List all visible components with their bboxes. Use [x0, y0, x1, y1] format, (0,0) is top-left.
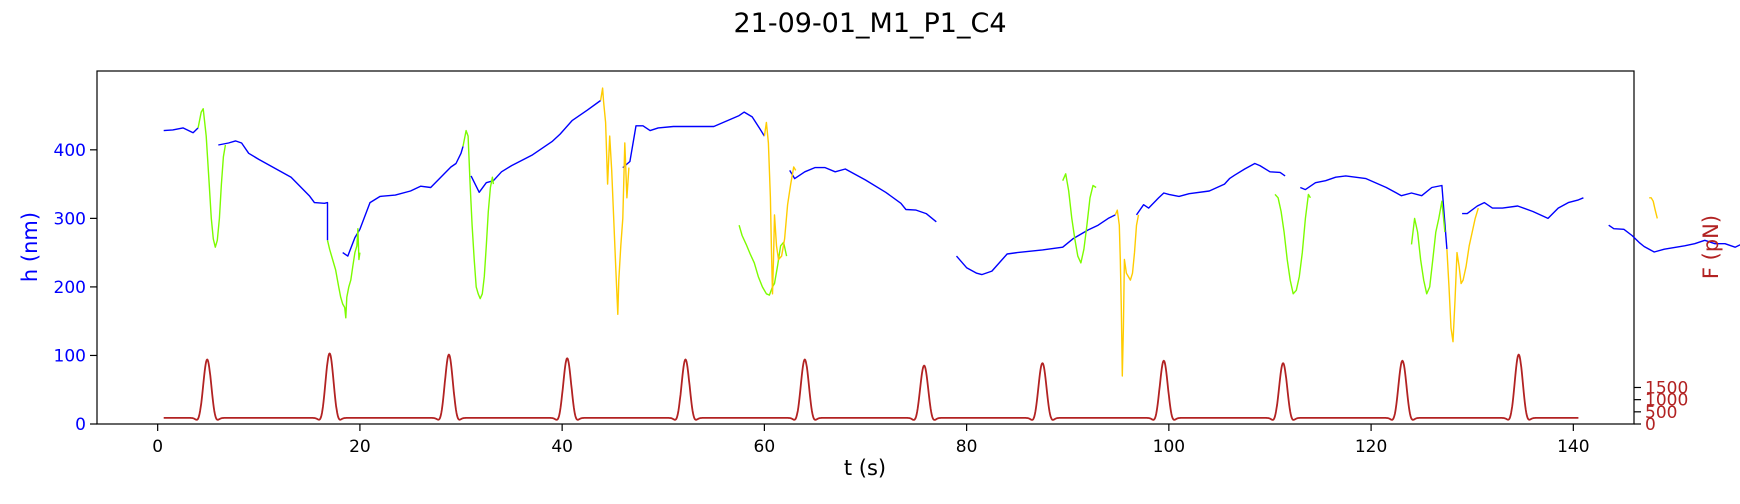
y-left-tick-label: 200	[54, 278, 86, 298]
y-axis-left: 0 100 200 300 400	[54, 141, 97, 435]
height-line-blue	[163, 127, 199, 134]
height-line-blue	[1135, 162, 1286, 216]
plot-frame	[96, 70, 1635, 425]
height-line-blue	[218, 140, 329, 241]
height-line-gold	[1446, 207, 1479, 343]
force-line	[163, 352, 1579, 421]
y-left-tick-label: 100	[54, 346, 86, 366]
x-axis-label: t (s)	[844, 456, 886, 480]
height-line-green	[197, 107, 227, 248]
height-line-gold	[1114, 209, 1140, 377]
height-line-green	[1410, 200, 1446, 295]
x-tick-label: 40	[551, 437, 573, 457]
height-line-green	[462, 129, 495, 300]
x-tick-label: 140	[1557, 437, 1589, 457]
x-tick-label: 20	[349, 437, 371, 457]
x-axis: 0 20 40 60 80 100 120 140	[152, 424, 1590, 457]
force-series	[163, 352, 1579, 421]
chart-title: 21-09-01_M1_P1_C4	[733, 8, 1006, 39]
y-right-tick-label: 500	[1645, 403, 1677, 423]
height-line-blue	[1462, 197, 1584, 220]
height-line-green	[738, 225, 788, 296]
height-line-gold	[599, 87, 630, 315]
y-left-tick-label: 400	[54, 141, 86, 161]
height-line-blue	[955, 214, 1116, 276]
y-axis-left-label: h (nm)	[18, 212, 42, 282]
x-tick-label: 80	[956, 437, 978, 457]
height-line-blue	[470, 99, 602, 194]
height-series	[163, 87, 1740, 377]
height-line-green	[1274, 193, 1312, 295]
height-line-blue	[789, 166, 937, 223]
y-right-tick-label: 1500	[1645, 378, 1688, 398]
x-tick-label: 0	[152, 437, 163, 457]
y-right-tick-label: 0	[1645, 415, 1656, 435]
x-tick-label: 100	[1153, 437, 1185, 457]
y-right-tick-label: 1000	[1645, 391, 1688, 411]
height-line-green	[1062, 173, 1097, 264]
height-line-green	[326, 227, 361, 319]
y-left-tick-label: 0	[75, 415, 86, 435]
height-line-blue	[1608, 224, 1740, 253]
x-tick-label: 120	[1355, 437, 1387, 457]
y-axis-right-label: F (pN)	[1699, 215, 1723, 279]
height-line-gold	[763, 121, 797, 295]
y-left-tick-label: 300	[54, 209, 86, 229]
height-line-blue	[622, 111, 765, 169]
height-line-blue	[1300, 175, 1448, 250]
height-line-gold	[1649, 197, 1658, 219]
x-tick-label: 60	[754, 437, 776, 457]
height-line-blue	[342, 146, 464, 257]
